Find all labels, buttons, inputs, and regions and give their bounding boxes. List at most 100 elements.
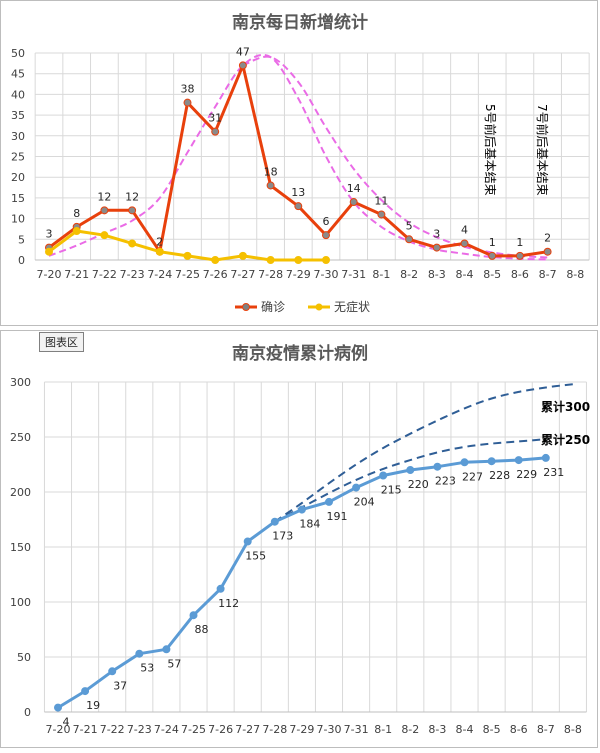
data-label: 47 — [236, 45, 250, 58]
data-point — [266, 181, 275, 190]
data-point — [189, 611, 198, 620]
annotation-end-5: 5号前后基本结束 — [483, 104, 498, 196]
data-label: 12 — [125, 190, 139, 203]
data-point — [352, 483, 361, 492]
y-tick-label: 35 — [11, 109, 25, 122]
data-label: 1 — [516, 236, 523, 249]
x-tick-label: 8-3 — [428, 723, 446, 736]
x-tick-label: 8-4 — [456, 723, 474, 736]
x-tick-label: 7-23 — [127, 723, 152, 736]
data-point — [45, 247, 53, 256]
legend-label-confirmed: 确诊 — [261, 300, 285, 314]
y-tick-label: 250 — [10, 431, 31, 444]
data-point — [72, 227, 81, 236]
y-tick-label: 150 — [10, 541, 31, 554]
data-point — [183, 251, 192, 260]
cumulative-chart-panel: 图表区 南京疫情累计病例 4 19 37 53 57 88 112 155 173 184 191 2… — [0, 330, 598, 748]
cumulative-chart: 南京疫情累计病例 4 19 37 53 57 88 112 155 173 184 191 204 21… — [10, 343, 590, 736]
x-tick-label: 8-1 — [374, 723, 392, 736]
legend-marker-asymptomatic — [315, 303, 323, 311]
y-tick-label: 100 — [10, 596, 31, 609]
projection-label-300: 累计300 — [541, 399, 590, 414]
data-point — [543, 247, 552, 256]
data-label: 13 — [291, 186, 305, 199]
x-tick-label: 7-20 — [37, 268, 62, 281]
data-point — [183, 98, 192, 107]
data-label: 14 — [347, 182, 361, 195]
data-point — [515, 251, 524, 260]
data-point — [379, 471, 388, 480]
x-tick-label: 7-23 — [120, 268, 145, 281]
data-label: 19 — [86, 699, 100, 712]
x-tick-label: 7-22 — [92, 268, 117, 281]
data-label: 31 — [208, 112, 222, 125]
x-tick-label: 7-29 — [289, 723, 314, 736]
data-point — [460, 458, 469, 467]
data-point — [128, 239, 137, 248]
data-label: 11 — [374, 194, 388, 207]
data-label: 228 — [489, 469, 510, 482]
chart-area-badge: 图表区 — [39, 332, 84, 352]
x-tick-label: 8-7 — [537, 723, 555, 736]
x-tick-label: 8-5 — [483, 268, 501, 281]
x-tick-label: 8-4 — [456, 268, 474, 281]
x-tick-label: 8-1 — [372, 268, 390, 281]
chart-title: 南京每日新增统计 — [232, 12, 368, 33]
data-label: 2 — [544, 232, 551, 245]
x-tick-label: 7-21 — [73, 723, 98, 736]
y-tick-label: 5 — [18, 233, 25, 246]
data-label: 215 — [381, 484, 402, 497]
y-tick-label: 0 — [24, 706, 31, 719]
data-point — [266, 256, 275, 264]
x-tick-label: 7-20 — [46, 723, 71, 736]
y-tick-label: 50 — [11, 47, 25, 60]
x-tick-label: 7-26 — [208, 723, 233, 736]
data-point — [322, 231, 330, 240]
data-label: 53 — [140, 662, 154, 675]
data-label: 6 — [323, 215, 330, 228]
data-label: 112 — [218, 597, 239, 610]
series-line — [57, 456, 546, 709]
x-tick-label: 8-8 — [566, 268, 584, 281]
data-label: 3 — [433, 228, 440, 241]
data-label: 204 — [354, 496, 375, 509]
data-point — [108, 667, 117, 676]
data-point — [216, 584, 225, 593]
data-point — [81, 687, 90, 696]
data-point — [270, 517, 279, 526]
data-point — [100, 206, 109, 215]
data-label: 173 — [272, 530, 293, 543]
projection-curve — [48, 53, 548, 261]
data-label: 12 — [97, 190, 111, 203]
legend-label-asymptomatic: 无症状 — [334, 299, 370, 314]
data-point — [514, 456, 523, 465]
data-point — [349, 198, 358, 207]
data-label: 220 — [408, 478, 429, 491]
data-point — [243, 537, 252, 546]
projection-curve — [274, 383, 574, 523]
data-label: 4 — [63, 716, 70, 729]
data-label: 8 — [73, 207, 80, 220]
y-tick-label: 10 — [11, 213, 25, 226]
data-label: 1 — [489, 236, 496, 249]
x-tick-label: 7-28 — [258, 268, 283, 281]
data-label: 18 — [264, 165, 278, 178]
x-tick-label: 7-30 — [314, 268, 339, 281]
data-label: 2 — [156, 236, 163, 249]
x-tick-label: 7-28 — [262, 723, 287, 736]
y-tick-label: 40 — [11, 88, 25, 101]
x-tick-label: 8-8 — [564, 723, 582, 736]
x-tick-label: 8-2 — [400, 268, 418, 281]
y-tick-label: 15 — [11, 192, 25, 205]
x-tick-label: 7-30 — [317, 723, 342, 736]
chart-title: 南京疫情累计病例 — [232, 343, 368, 364]
legend: 确诊 无症状 — [235, 299, 370, 314]
data-point — [100, 231, 109, 240]
y-tick-label: 20 — [11, 171, 25, 184]
x-tick-label: 7-25 — [181, 723, 206, 736]
data-label: 38 — [181, 83, 195, 96]
data-label: 184 — [299, 518, 320, 531]
x-tick-label: 8-6 — [511, 268, 529, 281]
